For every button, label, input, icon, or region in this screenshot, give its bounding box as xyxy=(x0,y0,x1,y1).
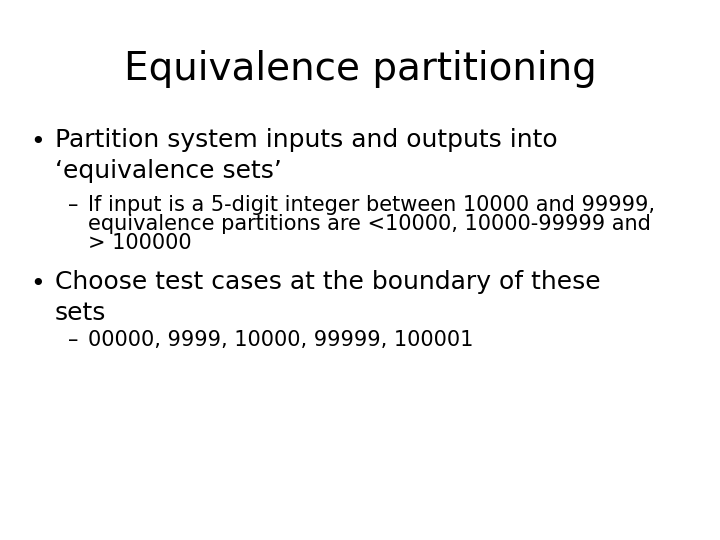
Text: •: • xyxy=(30,272,45,296)
Text: Equivalence partitioning: Equivalence partitioning xyxy=(124,50,596,88)
Text: –: – xyxy=(68,195,78,215)
Text: equivalence partitions are <10000, 10000-99999 and: equivalence partitions are <10000, 10000… xyxy=(88,214,651,234)
Text: Choose test cases at the boundary of these
sets: Choose test cases at the boundary of the… xyxy=(55,270,600,325)
Text: •: • xyxy=(30,130,45,154)
Text: > 100000: > 100000 xyxy=(88,233,192,253)
Text: –: – xyxy=(68,330,78,350)
Text: If input is a 5-digit integer between 10000 and 99999,: If input is a 5-digit integer between 10… xyxy=(88,195,655,215)
Text: 00000, 9999, 10000, 99999, 100001: 00000, 9999, 10000, 99999, 100001 xyxy=(88,330,473,350)
Text: Partition system inputs and outputs into
‘equivalence sets’: Partition system inputs and outputs into… xyxy=(55,128,557,183)
